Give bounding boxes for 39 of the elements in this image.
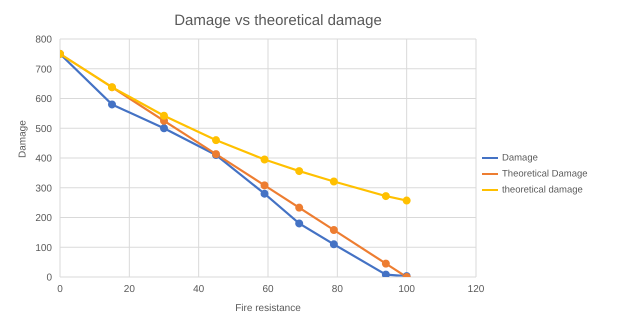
y-tick-label: 400 [35, 154, 52, 165]
point [295, 167, 304, 176]
x-tick-label: 20 [124, 284, 136, 296]
point [260, 181, 269, 190]
x-axis-title: Fire resistance [235, 303, 302, 314]
point [295, 204, 304, 212]
point [330, 178, 338, 186]
point [212, 136, 220, 144]
point [382, 192, 390, 200]
y-tick-label: 800 [35, 34, 52, 46]
x-tick-label: 60 [262, 284, 274, 296]
y-tick-label: 200 [35, 213, 52, 224]
y-tick-label: 700 [35, 64, 52, 76]
x-tick-label: 80 [332, 284, 344, 296]
chart-title: Damage vs theoretical damage [173, 11, 383, 29]
y-tick-label: 500 [35, 124, 52, 135]
point [382, 270, 390, 277]
y-tick-label: 600 [35, 94, 52, 106]
legend-label: Theoretical Damage [502, 168, 588, 180]
point [108, 100, 116, 108]
point [160, 124, 168, 132]
point [295, 219, 304, 228]
y-tick-label: 300 [35, 183, 52, 194]
x-tick-label: 0 [57, 284, 64, 296]
y-tick-label: 100 [35, 242, 52, 254]
y-tick-label: 0 [46, 272, 52, 284]
point [402, 196, 411, 205]
legend-label: theoretical damage [502, 184, 583, 196]
x-tick-label: 100 [398, 284, 416, 296]
y-axis-title: Damage [18, 120, 29, 158]
point [260, 190, 269, 198]
point [160, 112, 168, 120]
x-tick-label: 40 [193, 284, 205, 296]
point [330, 226, 338, 234]
x-tick-label: 120 [468, 284, 485, 296]
legend-label: Damage [502, 152, 538, 164]
point [330, 240, 338, 248]
point [260, 155, 269, 164]
point [382, 260, 390, 268]
